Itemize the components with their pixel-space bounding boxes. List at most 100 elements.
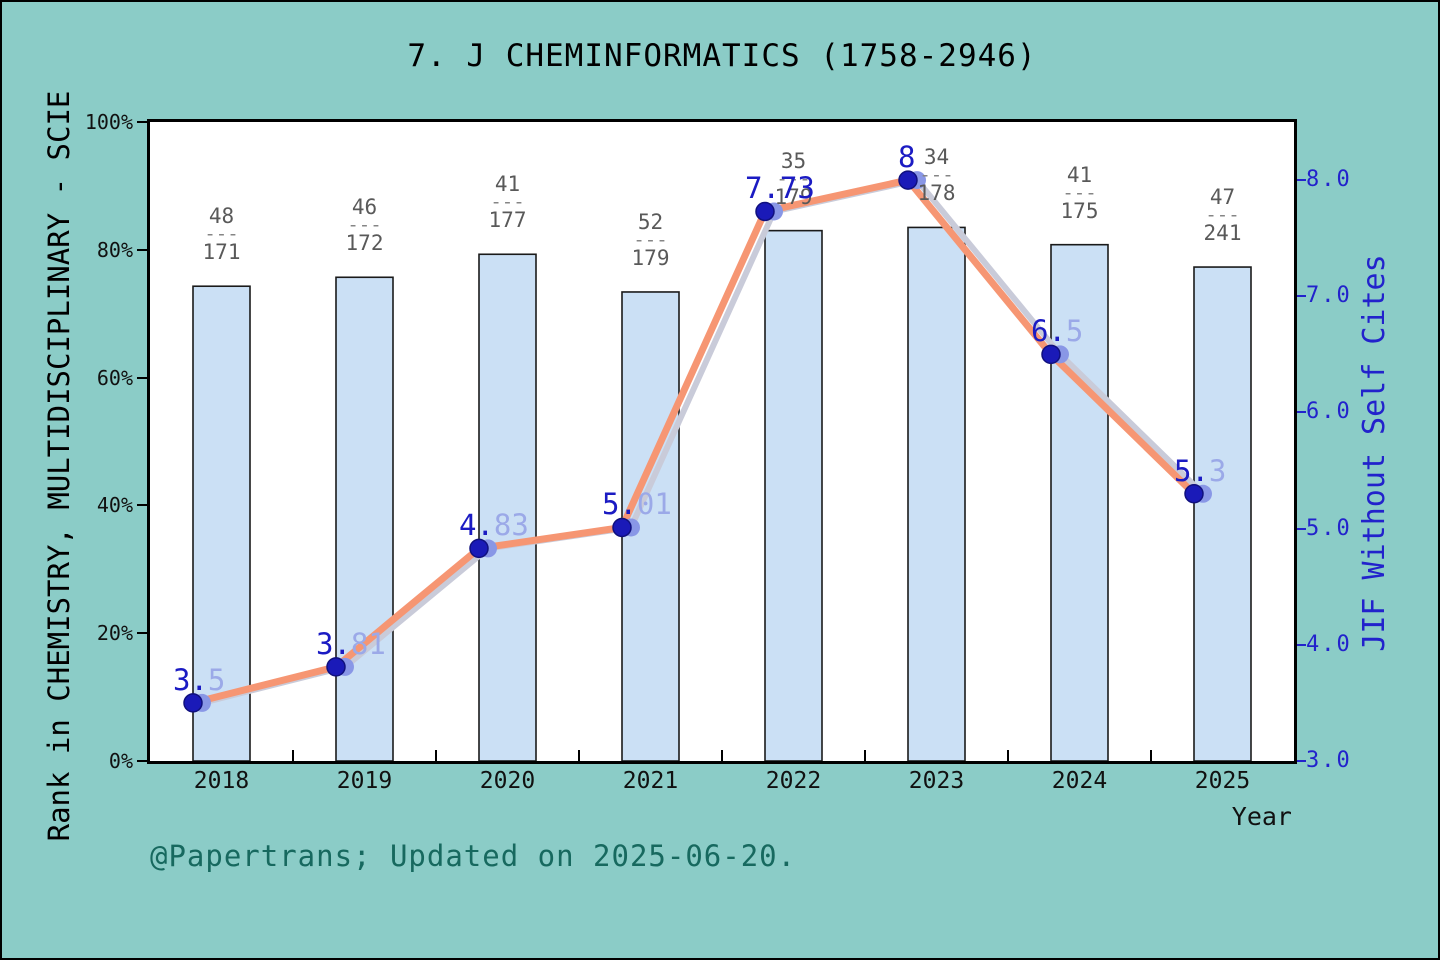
jif-line [189, 176, 1198, 707]
jif-value-label: 3.5 [173, 665, 225, 695]
rank-bar [907, 226, 966, 761]
left-y-axis-label: Rank in CHEMISTRY, MULTIDISCIPLINARY - S… [42, 90, 76, 842]
left-axis-tick-label: 20% [96, 621, 133, 646]
right-axis-tick [1297, 179, 1306, 182]
jif-value-label: 4.83 [459, 510, 529, 540]
jif-value-light-part: 5 [207, 662, 226, 697]
right-axis-tick-label: 3.0 [1306, 748, 1352, 773]
chart-title: 7. J CHEMINFORMATICS (1758-2946) [407, 38, 1037, 74]
jif-value-light-part: 5 [1065, 314, 1084, 349]
rank-denominator: 171 [202, 240, 241, 265]
x-axis-tick-label: 2021 [622, 768, 679, 794]
rank-numerator: 46 [351, 195, 378, 220]
rank-fraction-label: 35 --- 179 [775, 150, 813, 208]
left-axis-tick-label: 0% [108, 749, 133, 773]
rank-denominator: 178 [917, 181, 956, 206]
jif-value-label: 7.73 [745, 173, 815, 203]
jif-point [612, 517, 632, 538]
jif-point [898, 170, 918, 190]
x-axis-label: Year [1231, 802, 1292, 831]
fraction-bar: --- [776, 167, 811, 190]
jif-point [1041, 344, 1061, 365]
left-axis-tick-label: 80% [96, 237, 133, 262]
jif-point [469, 538, 489, 559]
jif-value-label: 6.5 [1031, 316, 1083, 346]
left-axis-tick [137, 376, 147, 379]
jif-value-dark-part: 3. [173, 662, 208, 697]
rank-numerator: 41 [494, 172, 521, 197]
x-axis-tick-label: 2019 [336, 768, 393, 794]
x-axis-tick-label: 2022 [765, 768, 822, 794]
rank-numerator: 34 [923, 145, 950, 170]
jif-point [326, 657, 346, 677]
right-axis-tick-label: 7.0 [1306, 283, 1352, 309]
left-axis-tick-label: 40% [96, 493, 133, 518]
rank-denominator: 179 [631, 245, 670, 270]
rank-fraction-label: 52 --- 179 [632, 211, 670, 269]
jif-value-light-part: 01 [636, 487, 672, 522]
jif-value-dark-part: 6. [1031, 314, 1066, 349]
rank-denominator: 177 [488, 208, 527, 233]
x-axis-tick-label: 2024 [1051, 768, 1108, 794]
right-axis-tick-label: 8.0 [1306, 167, 1352, 193]
fraction-bar: --- [347, 214, 382, 237]
left-axis-tick-label: 60% [96, 365, 133, 390]
fraction-bar: --- [1205, 204, 1240, 227]
jif-point [183, 693, 203, 713]
right-axis-tick [1297, 295, 1306, 298]
right-axis-tick [1297, 411, 1306, 414]
plot-area [183, 170, 1252, 761]
right-axis-tick-label: 6.0 [1306, 399, 1352, 425]
rank-denominator: 179 [774, 184, 813, 209]
rank-denominator: 172 [345, 231, 384, 256]
rank-fraction-label: 41 --- 177 [489, 173, 527, 231]
jif-value-dark-part: 5. [602, 487, 637, 522]
rank-fraction-label: 48 --- 171 [203, 205, 241, 263]
fraction-bar: --- [633, 228, 668, 251]
jif-value-label: 8 [898, 142, 915, 172]
jif-value-label: 5.01 [602, 489, 672, 519]
jif-value-dark-part: 8 [898, 140, 916, 175]
left-axis-tick [137, 248, 147, 251]
rank-bar [764, 229, 823, 761]
rank-fraction-label: 41 --- 175 [1061, 164, 1099, 222]
left-axis-tick-label: 100% [84, 110, 133, 134]
rank-bar [1193, 266, 1252, 761]
fraction-bar: --- [490, 191, 525, 214]
rank-numerator: 48 [208, 204, 235, 229]
x-axis-tick-label: 2025 [1194, 768, 1251, 794]
left-axis-tick [137, 504, 147, 507]
right-axis-tick [1297, 527, 1306, 530]
rank-bar [1050, 243, 1109, 761]
left-axis-tick [137, 632, 147, 635]
jif-value-light-part: 81 [350, 626, 386, 661]
rank-fraction-label: 46 --- 172 [346, 196, 384, 254]
rank-numerator: 52 [637, 209, 664, 234]
jif-value-dark-part: 3. [316, 626, 351, 661]
fraction-bar: --- [204, 223, 239, 246]
rank-bar [192, 285, 251, 761]
jif-value-label: 5.3 [1174, 456, 1226, 486]
right-axis-tick [1297, 643, 1306, 646]
fraction-bar: --- [919, 164, 954, 187]
rank-fraction-label: 34 --- 178 [918, 146, 956, 204]
fraction-bar: --- [1062, 181, 1097, 204]
footer-credit: @Papertrans; Updated on 2025-06-20. [150, 839, 797, 873]
x-axis-tick-label: 2020 [479, 768, 536, 794]
rank-numerator: 41 [1066, 162, 1093, 187]
jif-value-dark-part: 4. [459, 508, 494, 543]
jif-value-light-part: 3 [1208, 453, 1227, 488]
right-axis-tick-label: 5.0 [1306, 515, 1352, 541]
jif-value-dark-part: 5. [1174, 453, 1209, 488]
x-axis-tick-label: 2023 [908, 768, 965, 794]
right-axis-tick [1297, 760, 1306, 762]
jif-value-dark-part: 7.73 [745, 171, 815, 206]
rank-numerator: 47 [1209, 185, 1236, 210]
left-axis-tick [137, 760, 147, 762]
right-axis-tick-label: 4.0 [1306, 631, 1352, 657]
jif-value-label: 3.81 [316, 629, 386, 659]
jif-value-light-part: 83 [493, 508, 529, 543]
left-axis-tick [137, 121, 147, 123]
rank-numerator: 35 [780, 148, 807, 173]
